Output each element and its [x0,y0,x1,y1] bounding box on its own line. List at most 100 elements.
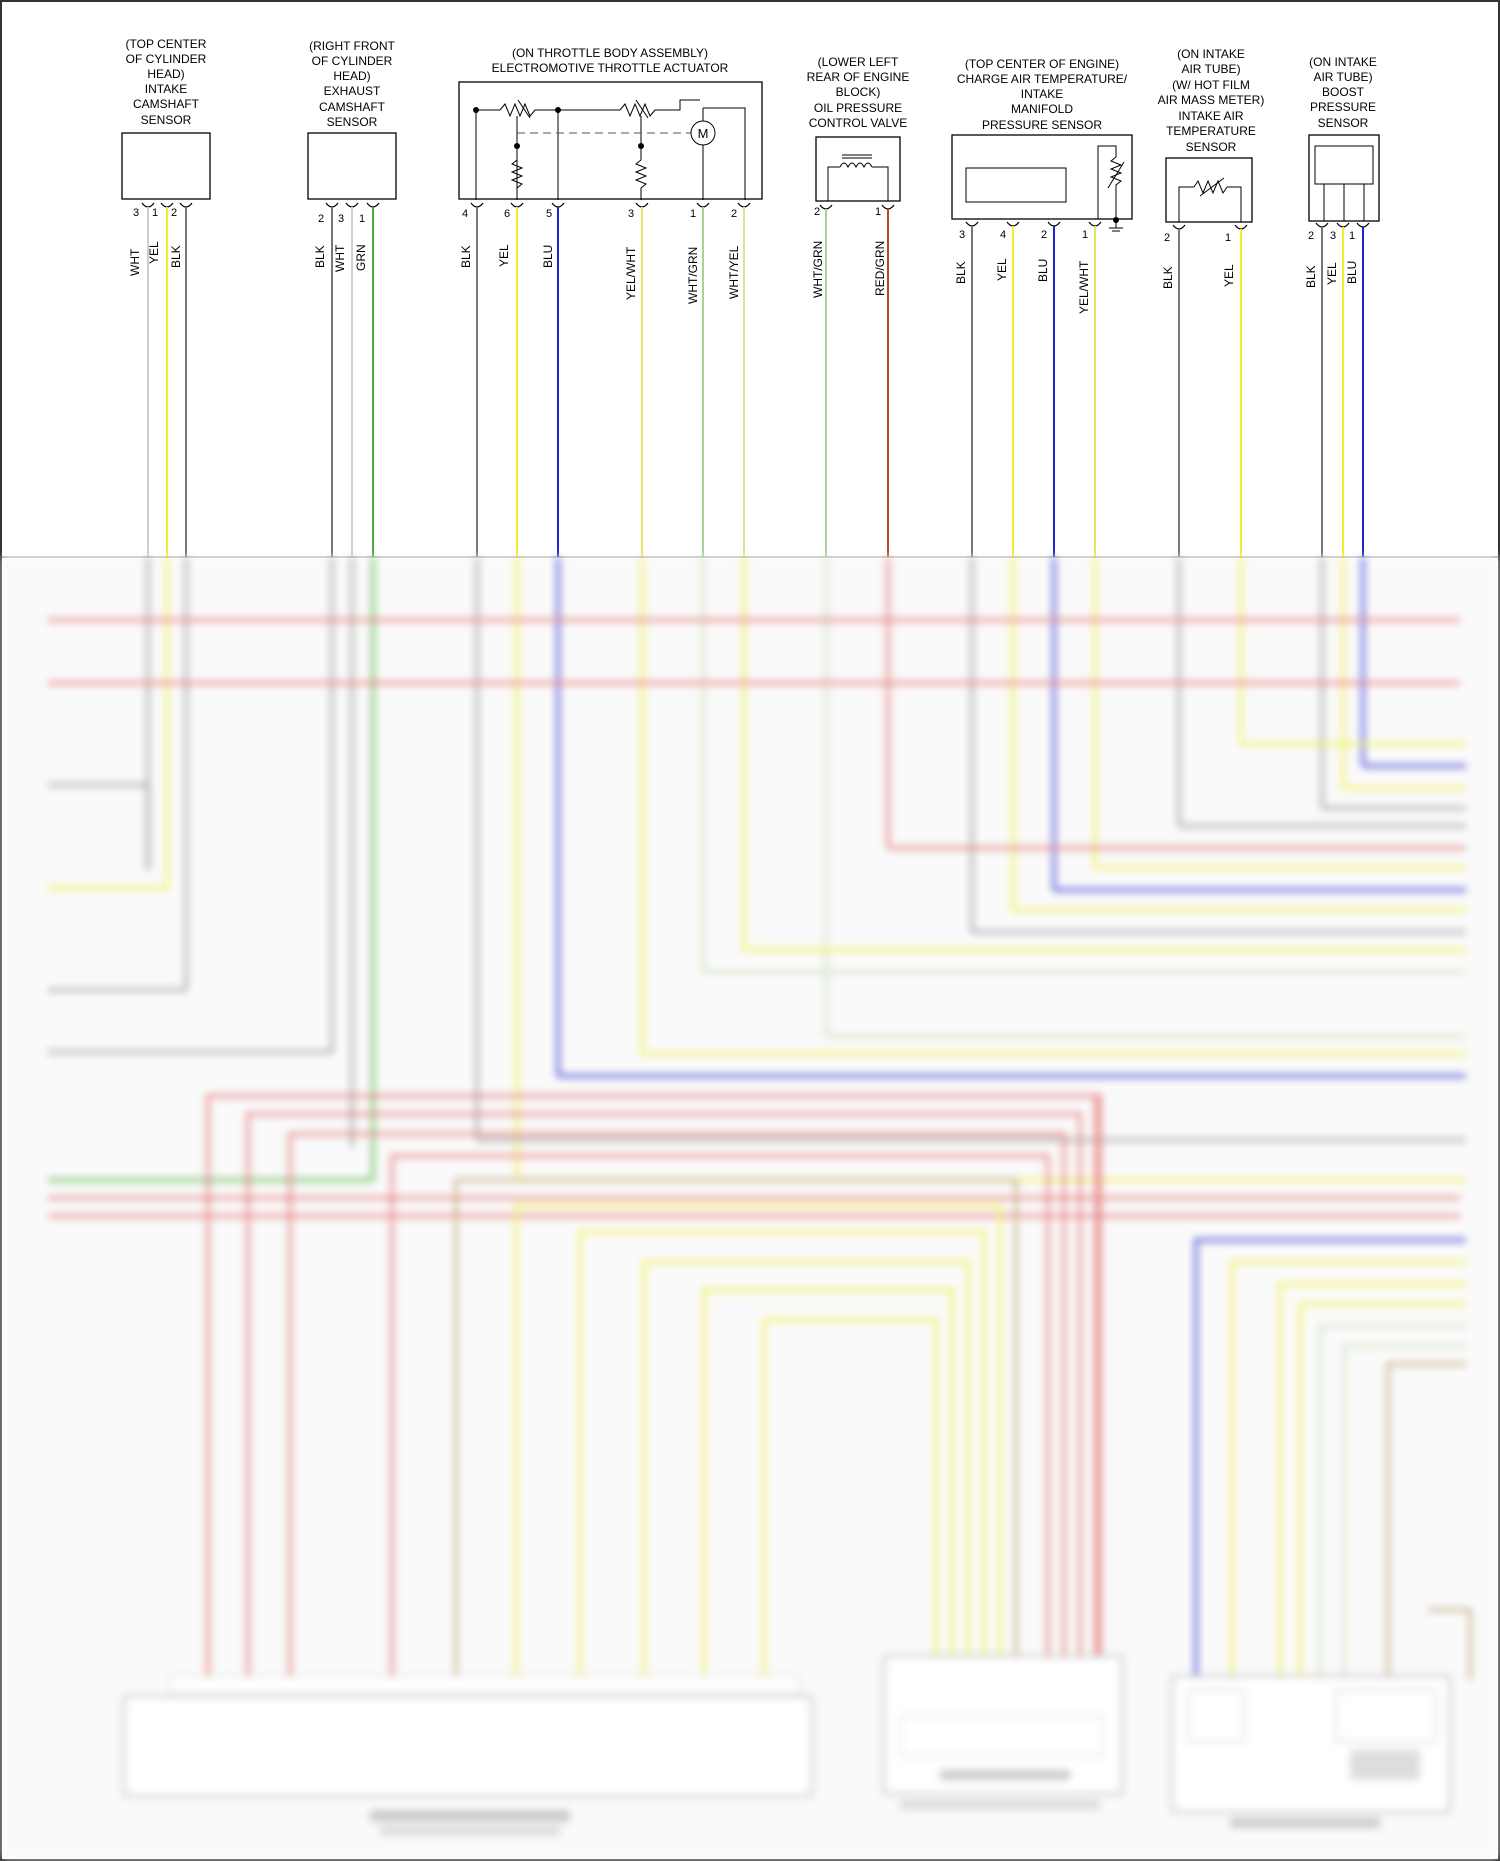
throttle-internal-circuit [475,99,746,200]
harness-wire [390,1154,1050,1690]
iat-label-1: (ON INTAKE [1177,47,1245,61]
charge-air-pin-3: 3 [959,229,965,241]
intake-cam-label-2: OF CYLINDER [126,52,207,66]
throttle-body [458,81,763,200]
throttle-wire-yel: YEL [497,244,511,267]
harness-wire [1428,1608,1472,1680]
throttle-wire-wht-grn: WHT/GRN [686,247,700,304]
iat-thermistor [1178,177,1242,222]
throttle-pin-2: 2 [731,208,737,220]
charge-air-pin-1: 1 [1082,229,1088,241]
exhaust-cam-body [307,132,397,200]
oil-valve-label-5: CONTROL VALVE [809,116,907,130]
harness-wire [454,1178,1018,1690]
intake-cam-label-6: SENSOR [141,113,192,127]
oil-valve-pin-2: 2 [814,206,820,218]
iat-wire-yel: YEL [1222,264,1236,287]
oil-valve-pin-1: 1 [875,206,881,218]
charge-air-wire-blu: BLU [1036,259,1050,282]
exhaust-cam-label-6: SENSOR [327,115,378,129]
charge-air-wire-yel-wht: YEL/WHT [1077,260,1091,314]
oil-valve-wire-wht-grn: WHT/GRN [811,241,825,298]
oil-valve-label-4: OIL PRESSURE [814,101,902,115]
exhaust-cam-label-2: OF CYLINDER [312,54,393,68]
exhaust-cam-wire-blk: BLK [313,245,327,268]
harness-wire [1230,1260,1466,1680]
intake-cam-pin-1: 1 [152,207,158,219]
blurred-lower-section [3,557,1497,1858]
intake-cam-body [121,132,211,200]
oil-valve-wire-red-grn: RED/GRN [873,241,887,296]
charge-air-label-3: INTAKE [1021,87,1063,101]
oil-valve-body [815,136,901,202]
intake-cam-wire-blk: BLK [169,245,183,268]
throttle-wire-blk: BLK [459,245,473,268]
boost-label-1: (ON INTAKE [1309,55,1377,69]
intake-cam-label-1: (TOP CENTER [126,37,207,51]
harness-wire [288,1132,1066,1690]
boost-label-5: SENSOR [1318,116,1369,130]
intake-cam-label-5: CAMSHAFT [133,97,200,111]
throttle-label-1: (ON THROTTLE BODY ASSEMBLY) [512,46,708,60]
boost-pin-1: 1 [1349,230,1355,242]
exhaust-cam-pin-3: 3 [338,213,344,225]
boost-element [1314,145,1374,185]
boost-wire-blk: BLK [1304,265,1318,288]
ecm-connector [123,1675,813,1836]
harness-wire [1096,1094,1102,1660]
boost-pin-2: 2 [1308,230,1314,242]
throttle-actuator: (ON THROTTLE BODY ASSEMBLY) ELECTROMOTIV… [458,46,763,304]
charge-air-pressure-element [965,167,1067,203]
harness-wire [1298,1302,1466,1680]
boost-label-4: PRESSURE [1310,100,1376,114]
iat-body [1165,157,1253,223]
throttle-motor-symbol: M [698,126,709,141]
iat-label-5: INTAKE AIR [1178,109,1243,123]
harness-wire [578,1230,986,1690]
exhaust-cam-label-5: CAMSHAFT [319,100,386,114]
harness-wire [762,1318,938,1690]
intake-camshaft-sensor: (TOP CENTER OF CYLINDER HEAD) INTAKE CAM… [121,37,211,276]
harness-wire [1278,1282,1466,1680]
charge-air-manifold-pressure-sensor: (TOP CENTER OF ENGINE) CHARGE AIR TEMPER… [951,57,1133,314]
charge-air-thermistor [1097,145,1125,219]
iat-label-7: SENSOR [1186,140,1237,154]
oil-valve-label-1: (LOWER LEFT [818,55,899,69]
harness-wire [642,1260,970,1690]
throttle-wire-blu: BLU [541,245,555,268]
exhaust-cam-pin-1: 1 [359,213,365,225]
charge-air-pin-4: 4 [1000,229,1006,241]
oil-valve-label-2: REAR OF ENGINE [807,70,910,84]
charge-air-label-5: PRESSURE SENSOR [982,118,1102,132]
right-connector [1171,1675,1451,1828]
harness-wire [246,1112,1082,1690]
intake-cam-label-3: HEAD) [147,67,184,81]
throttle-pin-5: 5 [546,208,552,220]
harness-wire [1318,1324,1466,1680]
iat-label-2: AIR TUBE) [1181,62,1240,76]
harness-wires [48,557,1472,1690]
boost-wire-yel: YEL [1325,262,1339,285]
oil-valve-coil [827,154,889,201]
throttle-pin-6: 6 [504,208,510,220]
charge-air-label-2: CHARGE AIR TEMPERATURE/ [957,72,1128,86]
iat-pin-1: 1 [1225,232,1231,244]
harness-wire [1194,1238,1466,1680]
harness-wire [514,1204,1002,1690]
boost-label-2: AIR TUBE) [1313,70,1372,84]
intake-cam-pin-3: 3 [133,207,139,219]
exhaust-cam-wire-grn: GRN [354,244,368,271]
throttle-pin-3: 3 [628,208,634,220]
harness-wire [1386,1362,1466,1680]
boost-label-3: BOOST [1322,85,1365,99]
throttle-pin-4: 4 [462,208,468,220]
throttle-pin-1: 1 [690,208,696,220]
exhaust-cam-label-1: (RIGHT FRONT [309,39,395,53]
intake-cam-wire-yel: YEL [147,241,161,264]
oil-pressure-control-valve: (LOWER LEFT REAR OF ENGINE BLOCK) OIL PR… [807,55,910,298]
exhaust-cam-pin-2: 2 [318,213,324,225]
charge-air-label-1: (TOP CENTER OF ENGINE) [965,57,1119,71]
harness-wire [48,783,150,870]
iat-label-3: (W/ HOT FILM [1172,78,1250,92]
